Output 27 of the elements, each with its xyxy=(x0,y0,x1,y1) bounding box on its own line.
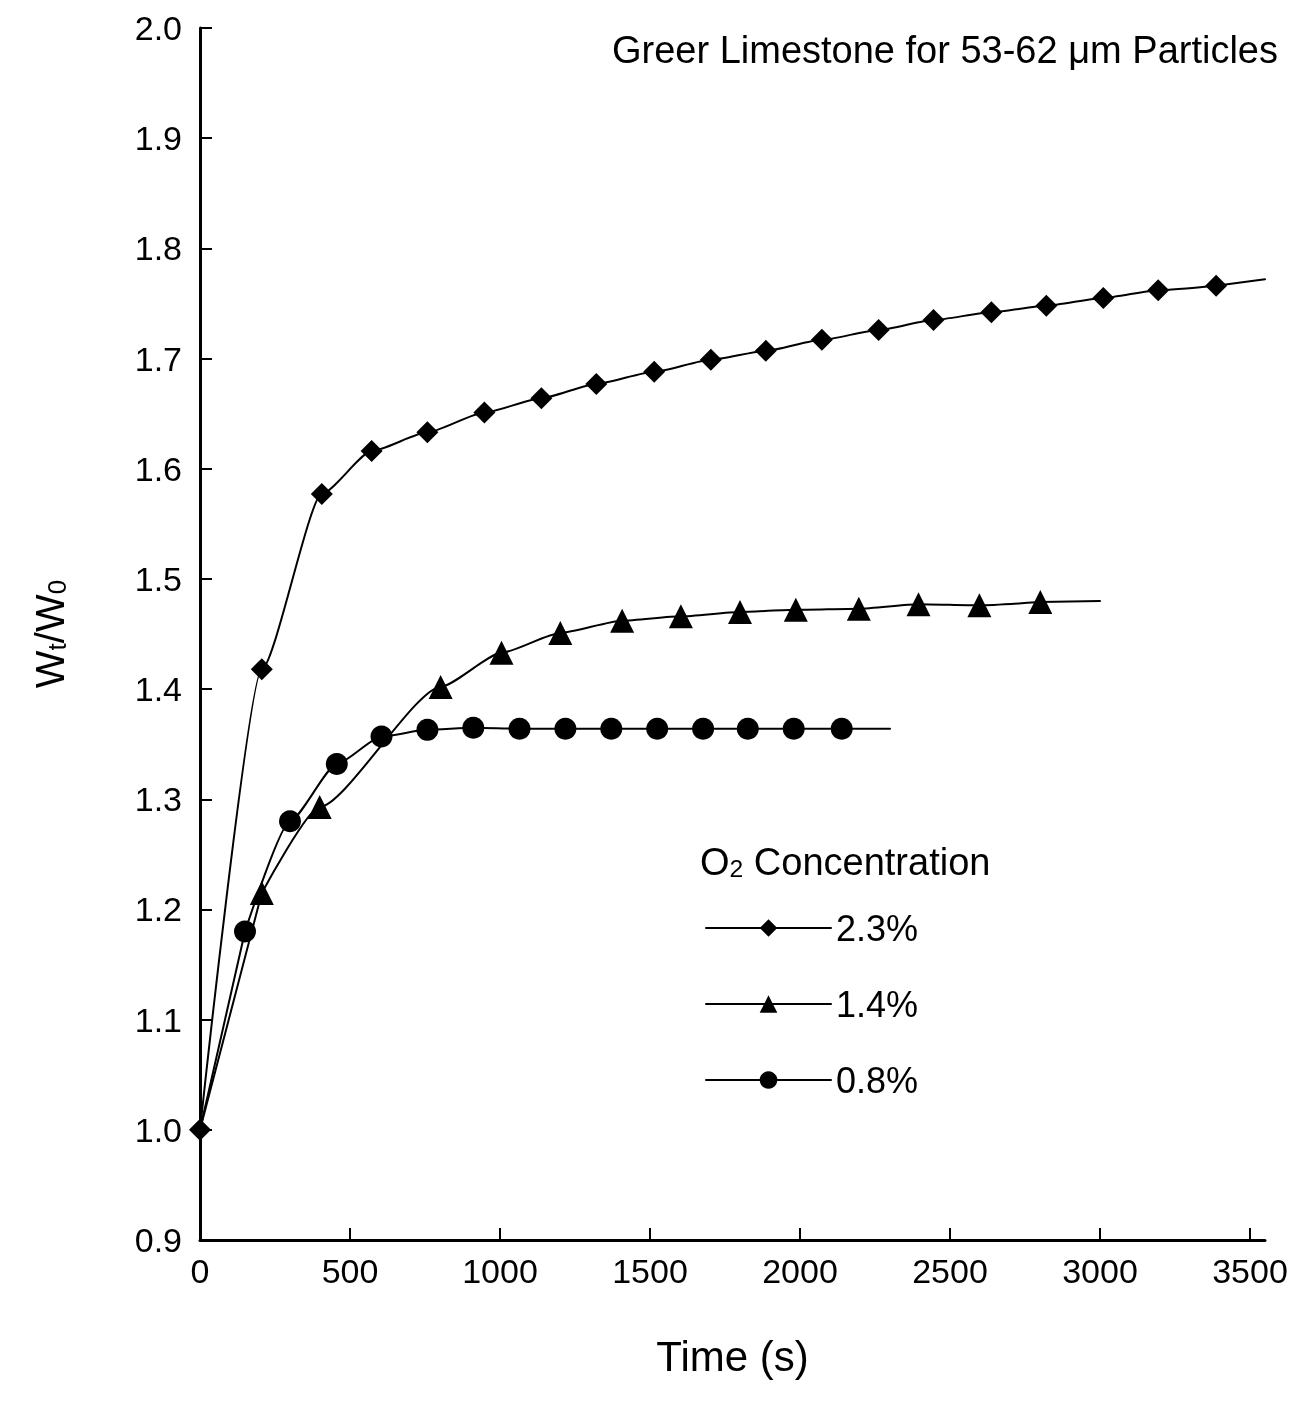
x-tick-label: 500 xyxy=(321,1252,379,1290)
y-tick-label: 1.3 xyxy=(134,780,182,819)
y-tick-label: 1.1 xyxy=(134,1000,182,1039)
x-tick-label: 2500 xyxy=(912,1252,988,1290)
y-tick-label: 1.2 xyxy=(134,890,182,929)
y-axis-title: Wt/W0 xyxy=(28,579,72,689)
y-tick-label: 0.9 xyxy=(134,1221,182,1259)
x-tick-label: 1000 xyxy=(462,1252,538,1290)
y-tick-label: 1.7 xyxy=(134,339,182,378)
y-tick-label: 2.0 xyxy=(134,9,182,47)
x-axis-title: Time (s) xyxy=(656,1332,809,1380)
x-tick-label: 3000 xyxy=(1062,1252,1138,1290)
legend-label: 1.4% xyxy=(836,983,919,1025)
legend-title: O2 Concentration xyxy=(700,841,991,883)
x-tick-label: 0 xyxy=(190,1252,210,1290)
chart-title: Greer Limestone for 53-62 μm Particles xyxy=(611,29,1279,71)
legend-label: 0.8% xyxy=(836,1059,919,1101)
x-tick-label: 2000 xyxy=(762,1252,838,1290)
y-tick-label: 1.5 xyxy=(134,559,182,598)
y-tick-label: 1.9 xyxy=(134,119,182,158)
x-tick-label: 3500 xyxy=(1212,1252,1288,1290)
x-tick-label: 1500 xyxy=(612,1252,688,1290)
legend-label: 2.3% xyxy=(836,907,919,949)
y-tick-label: 1.0 xyxy=(134,1110,182,1149)
y-tick-label: 1.6 xyxy=(134,449,182,488)
y-tick-label: 1.8 xyxy=(134,229,182,268)
y-tick-label: 1.4 xyxy=(134,670,182,709)
